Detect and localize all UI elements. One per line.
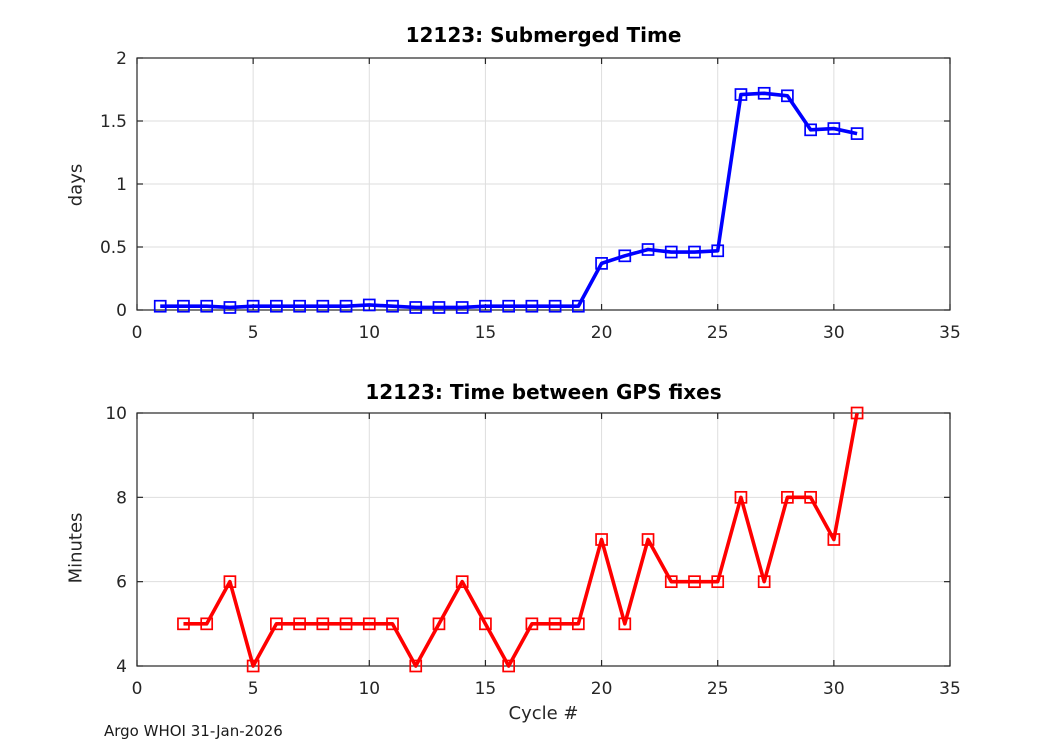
data-marker — [757, 86, 771, 100]
data-marker — [246, 659, 260, 673]
y-tick-label: 6 — [116, 573, 127, 593]
data-marker — [618, 249, 632, 263]
y-tick-label: 0 — [116, 301, 127, 321]
data-marker — [641, 243, 655, 256]
y-tick-label: 10 — [105, 404, 127, 424]
data-marker — [757, 575, 771, 589]
data-line — [183, 412, 859, 668]
watermark-text: Argo WHOI 31-Jan-2026 — [104, 722, 283, 740]
data-marker — [711, 244, 725, 258]
x-tick-label: 35 — [939, 679, 961, 699]
x-tick-label: 25 — [707, 679, 729, 699]
data-marker — [734, 490, 748, 504]
data-marker — [781, 89, 794, 103]
data-marker — [339, 299, 353, 313]
data-marker — [804, 123, 817, 137]
y-tick-label: 4 — [116, 657, 127, 677]
data-marker — [781, 490, 794, 504]
x-tick-label: 30 — [823, 679, 845, 699]
data-marker — [664, 245, 678, 259]
data-marker — [293, 617, 306, 631]
x-tick-label: 25 — [707, 323, 729, 343]
data-marker — [432, 617, 446, 631]
data-marker — [502, 299, 516, 313]
data-marker — [618, 617, 632, 631]
data-marker — [548, 299, 562, 313]
data-marker — [386, 299, 399, 313]
data-marker — [525, 617, 539, 631]
chart-0: 0 5 10 15 20 25 30 35 0 0.5 1 1.5 2 — [100, 49, 961, 343]
y-axis-label-minutes: Minutes — [65, 512, 87, 584]
x-tick-label: 5 — [248, 323, 259, 343]
data-marker — [386, 617, 399, 631]
chart-1: 0 5 10 15 20 25 30 35 4 6 8 10 — [105, 404, 960, 699]
data-marker — [711, 575, 725, 589]
x-axis-label-cycle: Cycle # — [508, 703, 579, 724]
chart-title-submerged-time: 12123: Submerged Time — [405, 23, 682, 47]
data-marker — [246, 299, 260, 313]
data-marker — [270, 617, 283, 631]
data-marker — [525, 299, 539, 313]
data-marker — [804, 490, 817, 504]
data-marker — [316, 617, 330, 631]
x-tick-label: 10 — [358, 323, 380, 343]
x-tick-label: 35 — [939, 323, 961, 343]
x-tick-label: 15 — [475, 323, 497, 343]
x-tick-label: 10 — [358, 679, 380, 699]
data-marker — [409, 301, 423, 314]
y-tick-label: 0.5 — [100, 238, 127, 258]
x-tick-label: 5 — [248, 679, 259, 699]
data-marker — [432, 301, 446, 314]
data-marker — [641, 533, 655, 546]
data-marker — [502, 659, 516, 673]
data-marker — [177, 299, 190, 313]
x-tick-label: 30 — [823, 323, 845, 343]
data-marker — [850, 127, 864, 140]
data-marker — [827, 533, 841, 546]
y-axis-label-days: days — [65, 163, 87, 207]
data-marker — [293, 299, 306, 313]
data-marker — [362, 298, 376, 312]
x-tick-label: 20 — [591, 679, 613, 699]
x-tick-label: 20 — [591, 323, 613, 343]
data-marker — [850, 406, 864, 420]
data-marker — [688, 575, 701, 589]
y-tick-label: 1 — [116, 175, 127, 195]
data-marker — [223, 301, 237, 314]
x-tick-label: 0 — [132, 323, 143, 343]
data-marker — [270, 299, 283, 313]
data-marker — [316, 299, 330, 313]
data-marker — [827, 122, 841, 135]
data-marker — [479, 617, 492, 631]
data-marker — [548, 617, 562, 631]
y-tick-label: 1.5 — [100, 112, 127, 132]
data-marker — [479, 299, 492, 313]
y-tick-label: 2 — [116, 49, 127, 69]
data-marker — [571, 617, 585, 631]
data-marker — [200, 299, 214, 313]
x-tick-label: 0 — [132, 679, 143, 699]
data-marker — [362, 617, 376, 631]
data-marker — [455, 575, 469, 589]
data-line — [160, 91, 858, 310]
data-marker — [409, 659, 423, 673]
data-marker — [177, 617, 190, 631]
data-marker — [200, 617, 214, 631]
data-marker — [339, 617, 353, 631]
data-marker — [223, 575, 237, 589]
x-tick-label: 15 — [475, 679, 497, 699]
data-marker — [664, 575, 678, 589]
data-marker — [734, 88, 748, 101]
data-marker — [688, 245, 701, 259]
data-marker — [595, 257, 608, 270]
data-marker — [571, 299, 585, 313]
axes-box — [136, 412, 951, 667]
chart-title-gps-fixes: 12123: Time between GPS fixes — [365, 380, 722, 404]
y-tick-label: 8 — [116, 488, 127, 508]
data-marker — [595, 533, 608, 546]
data-marker — [455, 301, 469, 314]
data-marker — [153, 299, 167, 313]
